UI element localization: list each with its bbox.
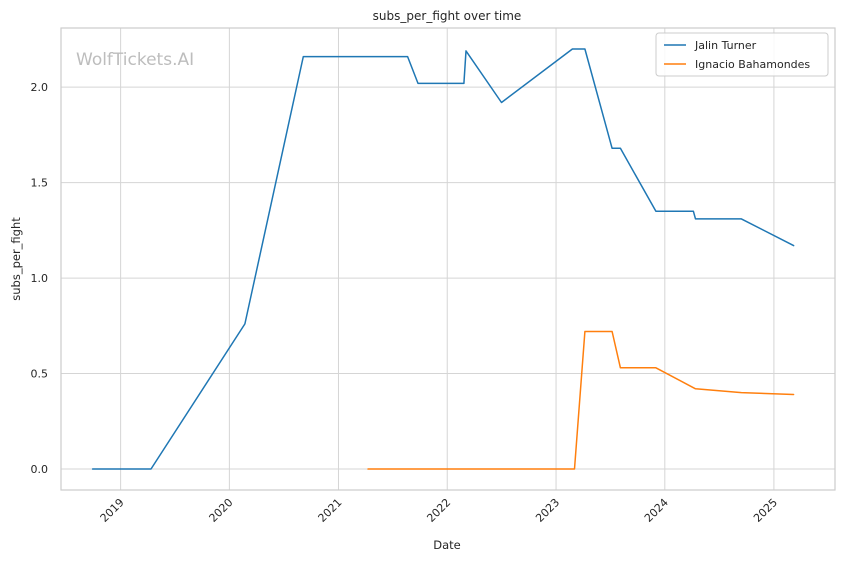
x-tick-label: 2022	[424, 496, 453, 525]
x-axis-title: Date	[433, 538, 461, 552]
legend: Jalin Turner Ignacio Bahamondes	[655, 32, 829, 77]
series-line-ignacio-bahamondes	[367, 330, 795, 470]
legend-label: Jalin Turner	[694, 39, 757, 52]
x-tick-label: 2021	[316, 496, 345, 525]
watermark: WolfTickets.AI	[76, 50, 194, 70]
y-axis-title: subs_per_fight	[9, 217, 23, 301]
series-line-jalin-turner	[91, 48, 795, 470]
x-tick-label: 2019	[98, 496, 127, 525]
x-tick-label: 2020	[207, 496, 236, 525]
legend-label: Ignacio Bahamondes	[695, 58, 810, 71]
x-tick-label: 2023	[533, 496, 562, 525]
y-tick-label: 0.0	[31, 463, 49, 476]
series-group	[91, 48, 795, 470]
legend-box	[655, 32, 829, 77]
grid	[61, 28, 835, 490]
x-axis-ticks: 2019 2020 2021 2022 2023 2024 2025	[98, 496, 780, 525]
y-tick-label: 2.0	[31, 81, 49, 94]
plot-frame	[60, 27, 836, 491]
y-tick-label: 1.0	[31, 272, 49, 285]
y-axis-ticks: 0.0 0.5 1.0 1.5 2.0	[31, 81, 49, 476]
chart-title: subs_per_fight over time	[373, 9, 522, 23]
x-tick-label: 2024	[642, 496, 671, 525]
x-tick-label: 2025	[751, 496, 780, 525]
y-tick-label: 0.5	[31, 368, 49, 381]
y-tick-label: 1.5	[31, 177, 49, 190]
